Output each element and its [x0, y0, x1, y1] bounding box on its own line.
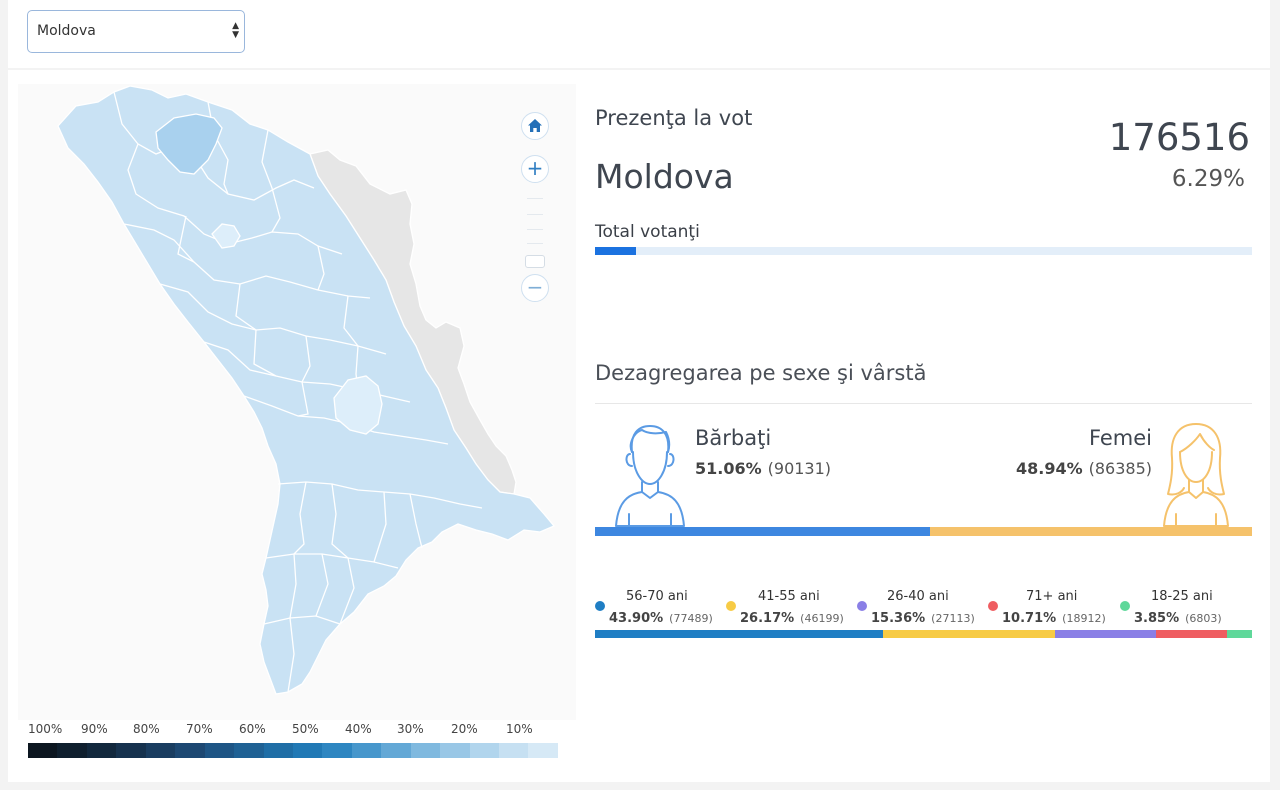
age-group-percent: 43.90% (77489) — [609, 611, 713, 626]
legend-swatch — [234, 743, 264, 758]
age-group-dot — [595, 601, 605, 611]
age-bar-segment[interactable] — [595, 630, 884, 638]
age-group-percent: 3.85% (6803) — [1134, 611, 1222, 626]
legend-swatch — [528, 743, 558, 758]
age-group-count: (6803) — [1185, 612, 1222, 625]
map-region-highlight-north[interactable] — [155, 113, 223, 175]
age-group-count: (77489) — [669, 612, 713, 625]
male-stat: 51.06% (90131) — [695, 459, 831, 478]
map-region-highlight-balti[interactable] — [211, 223, 241, 249]
age-group-percent: 10.71% (18912) — [1002, 611, 1106, 626]
legend-label: 40% — [345, 722, 372, 736]
age-group-name: 71+ ani — [1026, 589, 1078, 604]
female-count: (86385) — [1088, 459, 1152, 478]
legend-labels: 100% 90% 80% 70% 60% 50% 40% 30% 20% 10% — [28, 722, 558, 738]
zoom-slider-handle[interactable] — [525, 255, 545, 268]
age-group-dot — [726, 601, 736, 611]
legend-label: 80% — [133, 722, 160, 736]
zoom-tick[interactable] — [527, 229, 543, 230]
age-group-dot — [857, 601, 867, 611]
legend-label: 10% — [506, 722, 533, 736]
male-count: (90131) — [767, 459, 832, 478]
legend-label: 50% — [292, 722, 319, 736]
legend-label: 60% — [239, 722, 266, 736]
age-group-count: (46199) — [800, 612, 844, 625]
map-home-button[interactable] — [521, 112, 549, 140]
legend-swatch — [28, 743, 58, 758]
legend-label: 20% — [451, 722, 478, 736]
man-icon — [615, 425, 685, 527]
legend-swatch — [469, 743, 499, 758]
male-percent: 51.06% — [695, 459, 762, 478]
minus-icon: − — [526, 275, 544, 299]
sex-distribution-bar — [595, 527, 1252, 536]
woman-icon — [1163, 423, 1229, 527]
legend-swatch — [381, 743, 411, 758]
female-stat: 48.94% (86385) — [1016, 459, 1152, 478]
legend-swatch — [263, 743, 293, 758]
legend-swatch — [292, 743, 323, 758]
legend-label: 70% — [186, 722, 213, 736]
age-group-name: 56-70 ani — [626, 589, 688, 604]
legend-label: 90% — [81, 722, 108, 736]
map-region-moldova[interactable] — [57, 85, 556, 695]
legend-swatch — [351, 743, 382, 758]
legend-swatch — [322, 743, 352, 758]
female-label: Femei — [1088, 426, 1152, 450]
map-region-highlight-chisinau[interactable] — [333, 375, 383, 435]
legend-swatch — [499, 743, 529, 758]
total-votes-count: 176516 — [1108, 116, 1250, 159]
plus-icon: + — [526, 156, 544, 180]
map-zoom-out-button[interactable]: − — [521, 274, 549, 302]
age-group-dot — [988, 601, 998, 611]
select-arrows-icon: ▲ ▼ — [232, 21, 239, 40]
age-bar-segment[interactable] — [1226, 630, 1252, 638]
age-group-dot — [1120, 601, 1130, 611]
moldova-map[interactable] — [18, 84, 576, 720]
turnout-title: Prezenţa la vot — [595, 106, 753, 130]
zoom-tick[interactable] — [527, 214, 543, 215]
total-voters-progress — [595, 247, 1252, 255]
region-select-value: Moldova — [37, 23, 96, 39]
total-voters-label: Total votanţi — [595, 222, 700, 242]
legend-swatch — [116, 743, 146, 758]
sex-bar-female-segment[interactable] — [930, 527, 1252, 536]
age-bar-segment[interactable] — [1156, 630, 1227, 638]
age-group-percent: 15.36% (27113) — [871, 611, 975, 626]
age-group-percent: 26.17% (46199) — [740, 611, 844, 626]
age-group-count: (27113) — [931, 612, 975, 625]
sex-bar-male-segment[interactable] — [595, 527, 931, 536]
age-group-count: (18912) — [1062, 612, 1106, 625]
legend-swatch — [410, 743, 441, 758]
map-zoom-in-button[interactable]: + — [521, 155, 549, 183]
total-voters-progress-fill — [595, 247, 637, 255]
legend-swatch — [204, 743, 235, 758]
male-label: Bărbaţi — [695, 426, 772, 450]
zoom-tick[interactable] — [527, 198, 543, 199]
legend-swatch — [175, 743, 205, 758]
legend-label: 30% — [397, 722, 424, 736]
age-group-name: 41-55 ani — [758, 589, 820, 604]
legend-swatch — [440, 743, 470, 758]
age-bar-segment[interactable] — [1055, 630, 1157, 638]
age-distribution-bar — [595, 630, 1252, 638]
divider — [595, 403, 1252, 404]
zoom-tick[interactable] — [527, 243, 543, 244]
legend-swatch — [145, 743, 176, 758]
age-group-name: 26-40 ani — [887, 589, 949, 604]
age-bar-segment[interactable] — [883, 630, 1056, 638]
total-votes-percent: 6.29% — [1171, 166, 1245, 192]
map-panel — [18, 84, 576, 720]
legend-swatch — [57, 743, 87, 758]
region-name: Moldova — [595, 157, 734, 196]
region-select[interactable]: Moldova ▲ ▼ — [27, 10, 245, 53]
home-icon — [528, 119, 542, 132]
female-percent: 48.94% — [1015, 459, 1083, 478]
legend-color-scale — [28, 743, 558, 758]
legend-label: 100% — [28, 722, 63, 736]
breakdown-title: Dezagregarea pe sexe şi vârstă — [595, 361, 927, 385]
age-group-name: 18-25 ani — [1151, 589, 1213, 604]
legend-swatch — [86, 743, 117, 758]
